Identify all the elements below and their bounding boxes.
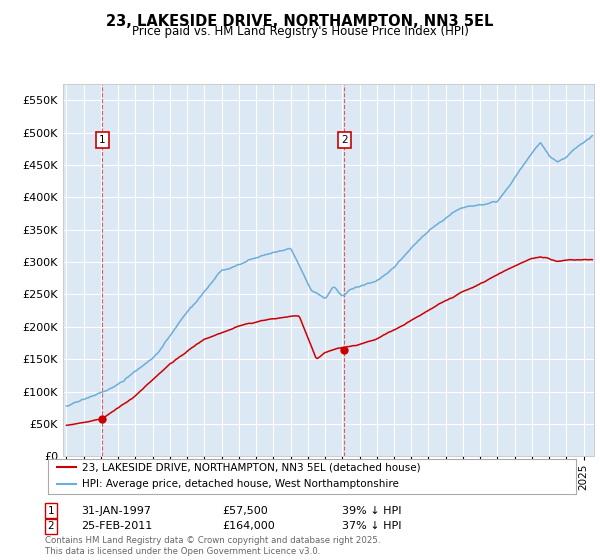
Text: 23, LAKESIDE DRIVE, NORTHAMPTON, NN3 5EL: 23, LAKESIDE DRIVE, NORTHAMPTON, NN3 5EL [106, 14, 494, 29]
Text: 1: 1 [47, 506, 55, 516]
Text: £164,000: £164,000 [222, 521, 275, 531]
Text: 37% ↓ HPI: 37% ↓ HPI [342, 521, 401, 531]
Text: Contains HM Land Registry data © Crown copyright and database right 2025.
This d: Contains HM Land Registry data © Crown c… [45, 536, 380, 556]
Text: HPI: Average price, detached house, West Northamptonshire: HPI: Average price, detached house, West… [82, 479, 399, 489]
Text: 2: 2 [47, 521, 55, 531]
Text: 39% ↓ HPI: 39% ↓ HPI [342, 506, 401, 516]
Text: 31-JAN-1997: 31-JAN-1997 [81, 506, 151, 516]
Text: 1: 1 [99, 135, 106, 145]
Text: Price paid vs. HM Land Registry's House Price Index (HPI): Price paid vs. HM Land Registry's House … [131, 25, 469, 38]
Text: 25-FEB-2011: 25-FEB-2011 [81, 521, 152, 531]
Text: 2: 2 [341, 135, 347, 145]
Text: 23, LAKESIDE DRIVE, NORTHAMPTON, NN3 5EL (detached house): 23, LAKESIDE DRIVE, NORTHAMPTON, NN3 5EL… [82, 462, 421, 472]
Text: £57,500: £57,500 [222, 506, 268, 516]
